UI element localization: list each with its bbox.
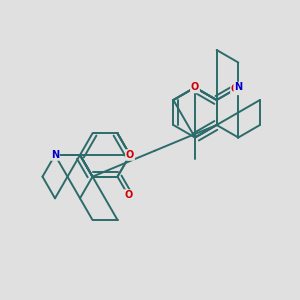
Text: O: O: [231, 84, 239, 94]
Text: O: O: [124, 190, 132, 200]
Text: N: N: [234, 82, 242, 92]
Text: O: O: [191, 82, 199, 92]
Text: O: O: [126, 150, 134, 160]
Text: N: N: [51, 150, 59, 160]
